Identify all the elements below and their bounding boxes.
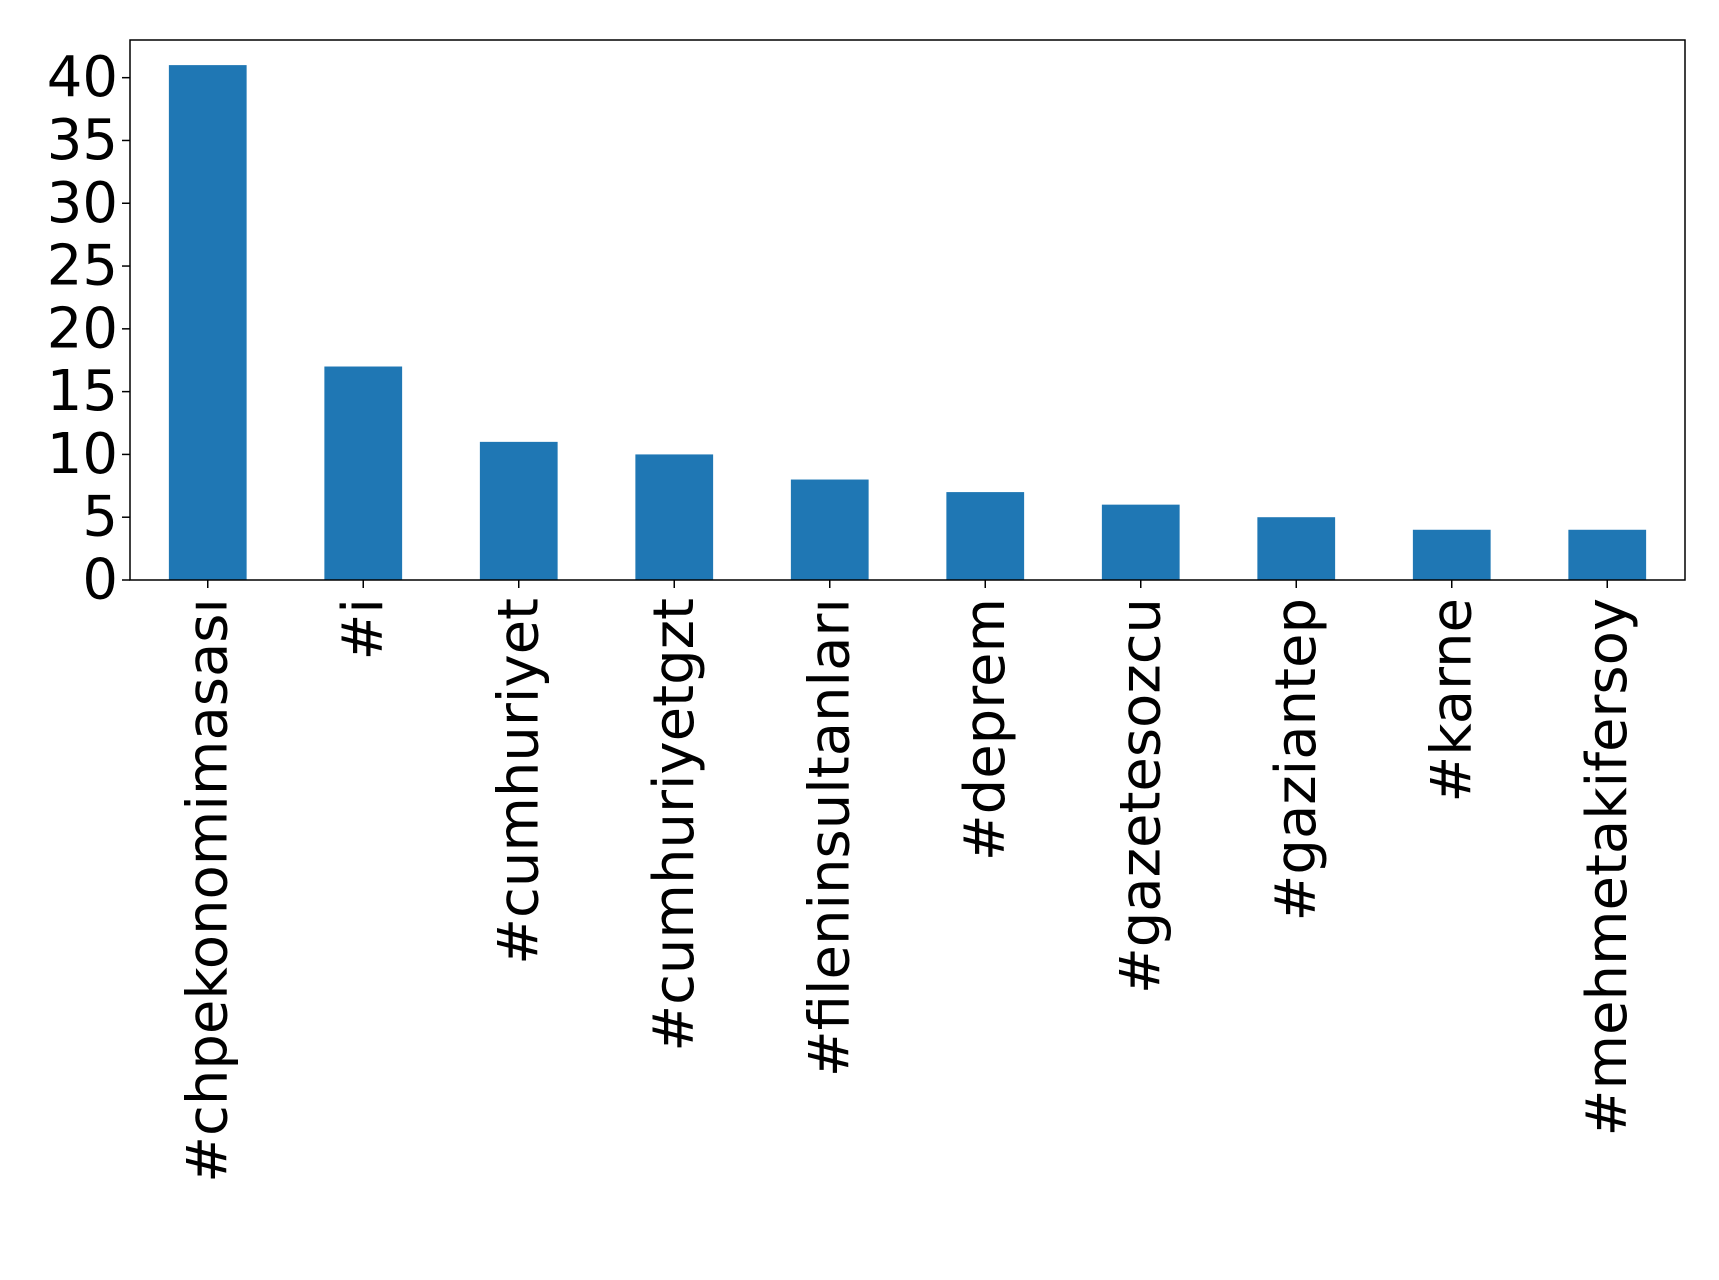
x-tick-label: #karne: [1419, 598, 1484, 803]
x-tick-label: #gazetesozcu: [1108, 598, 1173, 994]
bar: [1257, 517, 1336, 580]
bar: [790, 479, 869, 580]
bar: [1412, 529, 1491, 580]
bar: [1101, 504, 1180, 580]
bar: [635, 454, 714, 580]
bar: [1568, 529, 1647, 580]
x-tick-label: #i: [331, 598, 396, 660]
y-tick-label: 20: [47, 296, 118, 361]
y-tick-label: 30: [47, 171, 118, 236]
y-tick-label: 40: [47, 45, 118, 110]
x-tick-label: #cumhuriyet: [486, 598, 551, 965]
y-tick-label: 15: [47, 359, 118, 424]
y-tick-label: 0: [82, 548, 118, 613]
x-tick-label: #mehmetakifersoy: [1575, 598, 1640, 1136]
bar: [946, 492, 1025, 580]
y-tick-label: 10: [47, 422, 118, 487]
x-axis: #chpekonomimasası #i #cumhuriyet #cumhuriye…: [175, 580, 1640, 1183]
y-tick-label: 35: [47, 108, 118, 173]
x-tick-label: #chpekonomimasası: [175, 598, 240, 1183]
y-tick-label: 25: [47, 234, 118, 299]
x-tick-label: #fileninsultanları: [797, 598, 862, 1077]
y-tick-label: 5: [82, 485, 118, 550]
x-tick-label: #deprem: [953, 598, 1018, 861]
bar: [479, 441, 558, 580]
x-tick-label: #gaziantep: [1264, 598, 1329, 922]
bars-group: [168, 65, 1647, 581]
x-tick-label: #cumhuriyetgzt: [642, 598, 707, 1052]
bar: [324, 366, 403, 580]
bar: [168, 65, 247, 581]
plot-frame: [129, 39, 1686, 581]
